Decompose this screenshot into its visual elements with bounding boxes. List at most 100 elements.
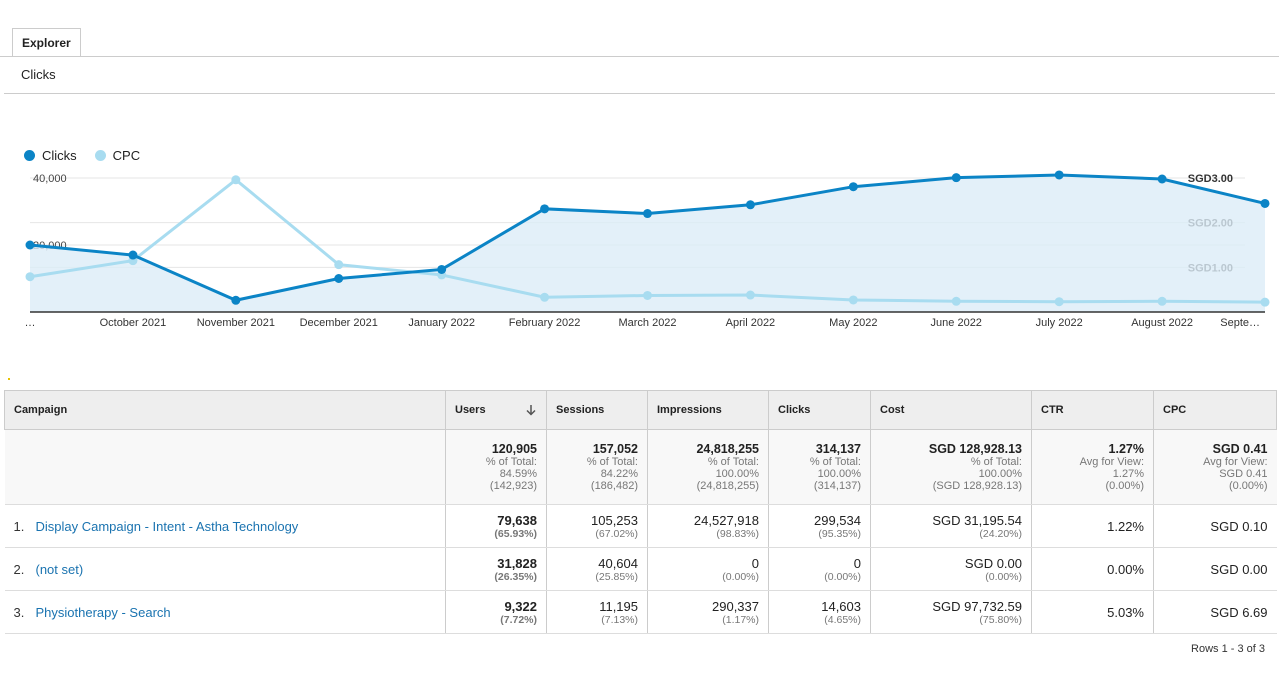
clicks-point xyxy=(25,240,35,250)
header-impressions[interactable]: Impressions xyxy=(647,390,769,430)
totals-ctr-label: Avg for View: xyxy=(1079,456,1144,468)
header-ctr[interactable]: CTR xyxy=(1031,390,1154,430)
table-header-row: Campaign Users Sessions Impressions Clic… xyxy=(4,390,1277,430)
totals-sessions-label: % of Total: xyxy=(586,456,638,468)
rows-count: Rows 1 - 3 of 3 xyxy=(1191,643,1265,655)
impressions-pct: (1.17%) xyxy=(722,613,759,626)
subtab-clicks[interactable]: Clicks xyxy=(21,67,56,82)
users-pct: (7.72%) xyxy=(500,613,537,626)
clicks-point xyxy=(951,173,961,183)
x-axis-tick: May 2022 xyxy=(829,317,877,329)
x-axis-tick: July 2022 xyxy=(1036,317,1083,329)
cpc-point xyxy=(848,295,858,305)
header-users-label: Users xyxy=(455,404,486,416)
users-cell: 31,828 (26.35%) xyxy=(445,547,547,591)
x-axis-tick: December 2021 xyxy=(300,317,378,329)
clicks-point xyxy=(437,264,447,274)
totals-cost-label: % of Total: xyxy=(970,456,1022,468)
clicks-point xyxy=(1157,174,1167,184)
line-chart: 40,00020,000SGD3.00SGD2.00SGD1.00…Octobe… xyxy=(25,170,1270,329)
users-value: 79,638 xyxy=(497,512,537,528)
tab-bar: Explorer xyxy=(0,0,1279,57)
clicks-point xyxy=(1260,198,1270,208)
cpc-point xyxy=(540,292,550,302)
table-row: 2. (not set) 31,828 (26.35%) 40,604 (25.85%… xyxy=(4,547,1277,591)
clicks-area xyxy=(30,174,1265,312)
impressions-pct: (0.00%) xyxy=(722,570,759,583)
x-axis-tick: January 2022 xyxy=(408,317,475,329)
totals-cost-total: (SGD 128,928.13) xyxy=(932,480,1022,492)
users-pct: (65.93%) xyxy=(494,527,537,540)
impressions-cell: 0 (0.00%) xyxy=(647,547,769,591)
tab-explorer[interactable]: Explorer xyxy=(12,28,81,56)
totals-users-label: % of Total: xyxy=(485,456,537,468)
x-axis-tick: August 2022 xyxy=(1131,317,1193,329)
ctr-cell: 5.03% xyxy=(1031,590,1154,634)
campaign-link[interactable]: (not set) xyxy=(35,561,84,577)
totals-ctr-avg: 1.27% xyxy=(1112,468,1144,480)
sort-desc-icon[interactable] xyxy=(525,404,537,416)
legend-swatch-clicks xyxy=(24,150,35,161)
x-axis-tick: April 2022 xyxy=(726,317,776,329)
totals-cpc-delta: (0.00%) xyxy=(1228,480,1268,492)
clicks-cell: 14,603 (4.65%) xyxy=(768,590,871,634)
header-sessions[interactable]: Sessions xyxy=(546,390,648,430)
annotation-marker xyxy=(8,378,10,380)
totals-impressions-pct: 100.00% xyxy=(715,468,759,480)
tab-divider xyxy=(0,56,1279,57)
totals-users-pct: 84.59% xyxy=(499,468,537,480)
clicks-cell: 0 (0.00%) xyxy=(768,547,871,591)
clicks-point xyxy=(643,209,652,219)
clicks-pct: (95.35%) xyxy=(818,527,861,540)
ctr-cell: 0.00% xyxy=(1031,547,1154,591)
ctr-value: 5.03% xyxy=(1107,604,1144,620)
campaign-cell: 1. Display Campaign - Intent - Astha Tech… xyxy=(4,504,446,548)
cpc-point xyxy=(25,272,35,282)
campaign-link[interactable]: Physiotherapy - Search xyxy=(35,604,171,620)
totals-clicks-total: (314,137) xyxy=(813,480,861,492)
header-clicks[interactable]: Clicks xyxy=(768,390,871,430)
header-cpc[interactable]: CPC xyxy=(1153,390,1277,430)
totals-cpc: SGD 0.41 Avg for View: SGD 0.41 (0.00%) xyxy=(1153,429,1277,505)
ctr-value: 0.00% xyxy=(1107,561,1144,577)
header-users[interactable]: Users xyxy=(445,390,547,430)
users-cell: 79,638 (65.93%) xyxy=(445,504,547,548)
totals-sessions: 157,052 % of Total: 84.22% (186,482) xyxy=(546,429,648,505)
legend-item-clicks[interactable]: Clicks xyxy=(24,148,77,163)
cpc-cell: SGD 6.69 xyxy=(1153,590,1277,634)
header-cost[interactable]: Cost xyxy=(870,390,1032,430)
chart-legend: Clicks CPC xyxy=(24,148,158,163)
header-campaign[interactable]: Campaign xyxy=(4,390,446,430)
clicks-pct: (0.00%) xyxy=(824,570,861,583)
y-axis-left-tick: 40,000 xyxy=(33,173,67,185)
totals-sessions-pct: 84.22% xyxy=(600,468,638,480)
y-axis-right-tick: SGD3.00 xyxy=(1188,173,1233,185)
campaign-link[interactable]: Display Campaign - Intent - Astha Techno… xyxy=(35,518,299,534)
cost-pct: (0.00%) xyxy=(985,570,1022,583)
totals-cost-value: SGD 128,928.13 xyxy=(928,442,1022,456)
totals-ctr: 1.27% Avg for View: 1.27% (0.00%) xyxy=(1031,429,1154,505)
sessions-cell: 40,604 (25.85%) xyxy=(546,547,648,591)
totals-cpc-value: SGD 0.41 xyxy=(1212,442,1268,456)
legend-label-clicks: Clicks xyxy=(42,148,77,163)
impressions-value: 24,527,918 xyxy=(693,512,759,528)
legend-item-cpc[interactable]: CPC xyxy=(94,148,140,163)
sessions-value: 105,253 xyxy=(591,512,638,528)
totals-ctr-delta: (0.00%) xyxy=(1105,480,1144,492)
cost-pct: (75.80%) xyxy=(979,613,1022,626)
clicks-point xyxy=(231,295,241,305)
row-index: 1. xyxy=(13,518,25,534)
totals-users-total: (142,923) xyxy=(489,480,537,492)
cost-cell: SGD 97,732.59 (75.80%) xyxy=(870,590,1032,634)
x-axis-tick: June 2022 xyxy=(931,317,982,329)
users-value: 31,828 xyxy=(497,555,537,571)
cpc-cell: SGD 0.00 xyxy=(1153,547,1277,591)
cost-pct: (24.20%) xyxy=(979,527,1022,540)
impressions-pct: (98.83%) xyxy=(716,527,759,540)
clicks-point xyxy=(334,274,344,283)
totals-impressions-label: % of Total: xyxy=(707,456,759,468)
cpc-value: SGD 0.10 xyxy=(1210,518,1268,534)
cpc-point xyxy=(334,260,344,270)
subtab-divider xyxy=(4,93,1275,94)
x-axis-tick: Septe… xyxy=(1220,317,1260,329)
